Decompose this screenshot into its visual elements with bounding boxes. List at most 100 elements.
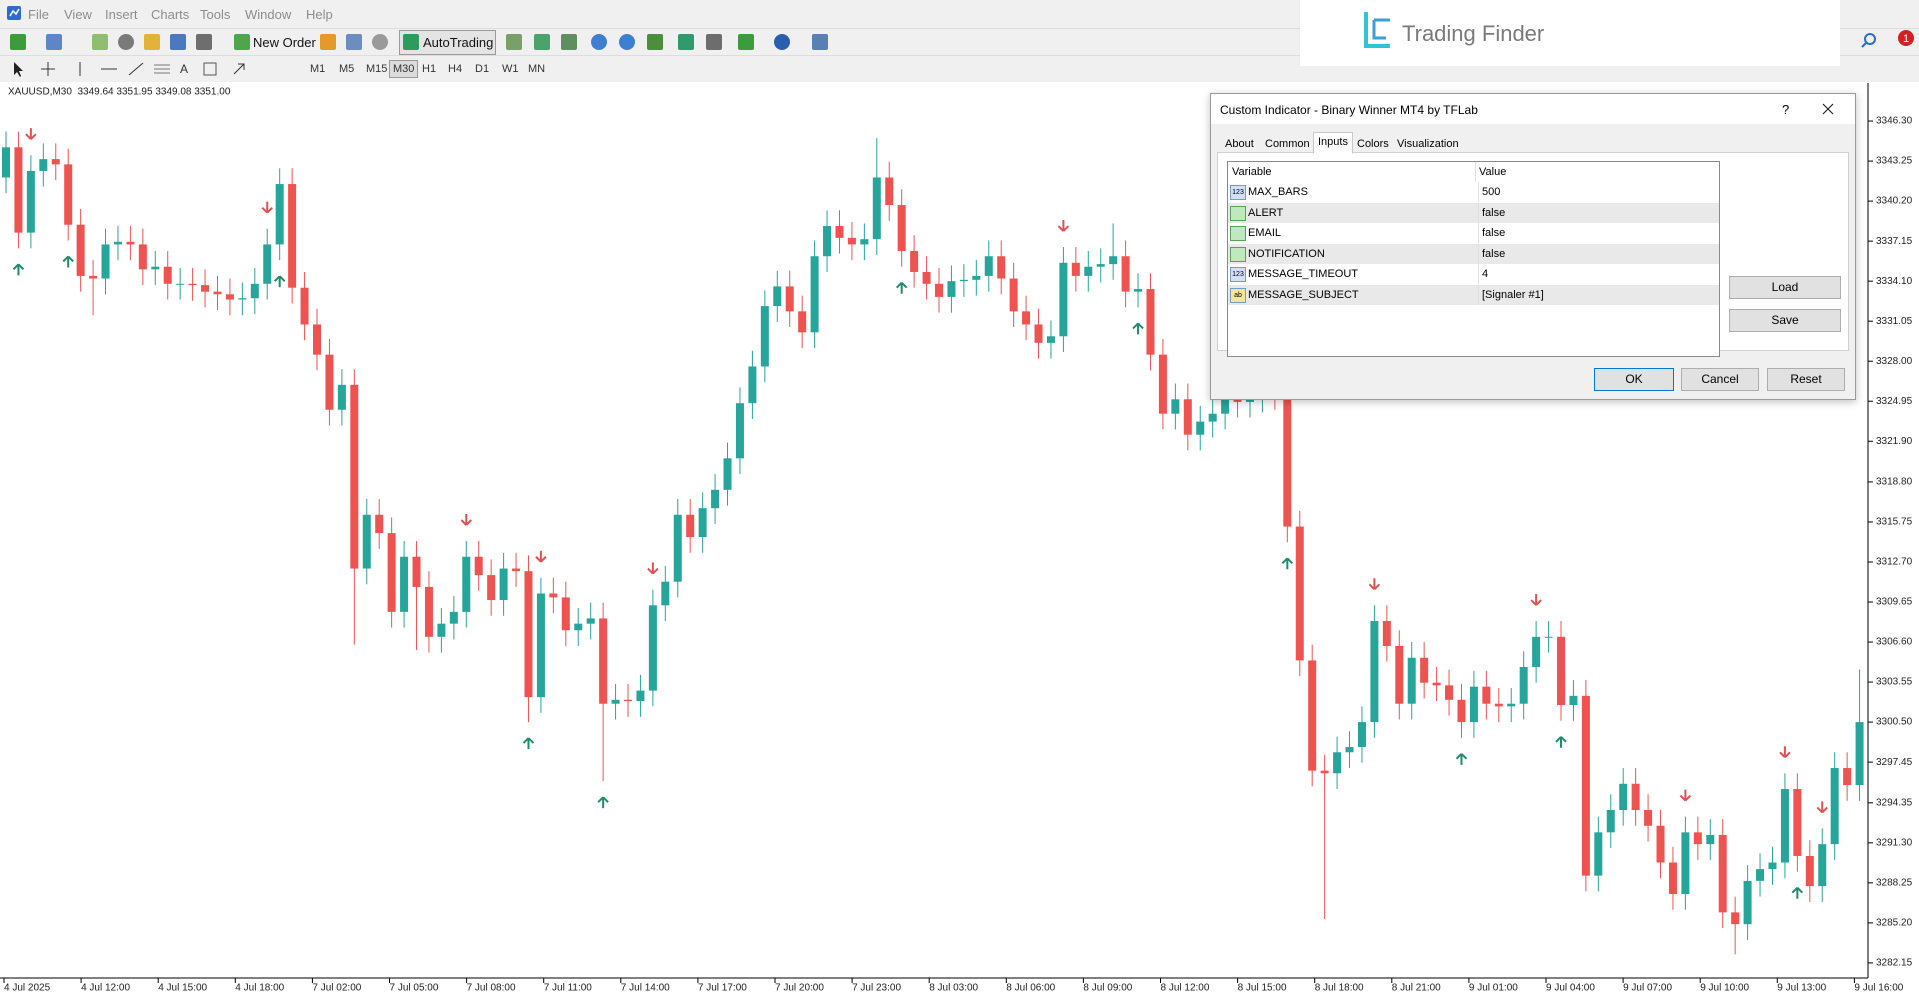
templates-button[interactable] (812, 34, 828, 50)
buy-arrow (597, 796, 609, 809)
timeframe-button[interactable]: W1 (502, 63, 519, 75)
signals-button[interactable] (346, 34, 362, 50)
timeframe-button[interactable]: D1 (475, 63, 490, 75)
time-label: 7 Jul 23:00 (852, 983, 901, 994)
bar-chart-button[interactable] (506, 34, 522, 50)
terminal-button[interactable] (170, 34, 186, 50)
menu-item[interactable]: Tools (200, 7, 231, 22)
logo-text: Trading Finder (1402, 21, 1545, 46)
dialog-button[interactable]: Reset (1767, 368, 1845, 391)
new-order-icon[interactable] (234, 34, 250, 50)
dialog-tab[interactable]: Colors (1357, 138, 1389, 150)
symbol-info: XAUUSD,M30 3349.64 3351.95 3349.08 3351.… (8, 87, 231, 98)
candle-body (823, 226, 832, 257)
candle-body (1457, 699, 1466, 723)
menu-item[interactable]: Charts (151, 7, 190, 22)
candle-body (1395, 645, 1404, 704)
line-studies-toolbar: A M1 M5 M15 M30 H1 H4 D1 W1 MN (0, 55, 1919, 83)
candle-body (225, 294, 234, 300)
side-button[interactable]: Save (1729, 309, 1841, 332)
zoom-in-button[interactable] (591, 34, 607, 50)
navigator-button[interactable] (144, 34, 160, 50)
chart-shift-button[interactable] (706, 34, 722, 50)
candle-body (1432, 682, 1441, 686)
dialog-button[interactable]: Cancel (1681, 368, 1759, 391)
candle-body (1022, 311, 1031, 325)
menu-item[interactable]: Help (306, 7, 333, 22)
input-row[interactable]: ALERT false (1228, 202, 1719, 223)
input-row[interactable]: 123 MESSAGE_TIMEOUT 4 (1228, 264, 1719, 284)
candle-body (313, 324, 321, 355)
timeframe-button[interactable]: H1 (422, 63, 437, 75)
timeframe-button[interactable]: M1 (310, 63, 326, 75)
candle-body (1507, 703, 1516, 707)
autoscroll-button[interactable] (678, 34, 694, 50)
candle-body (1121, 256, 1130, 292)
metaeditor-button[interactable] (320, 34, 336, 50)
help-button[interactable]: ? (1782, 102, 1790, 117)
candle-body (499, 568, 508, 601)
tile-button[interactable] (647, 34, 663, 50)
candle-body (673, 514, 682, 582)
timeframe-button[interactable]: MN (528, 63, 546, 75)
indicators-button[interactable] (738, 34, 754, 50)
timeframe-button[interactable]: M30 (389, 60, 419, 78)
candle-body (1420, 657, 1429, 683)
candle-body (151, 266, 160, 270)
candle-chart-button[interactable] (534, 34, 550, 50)
candle-body (1656, 825, 1665, 863)
bool-icon (1230, 205, 1246, 221)
new-order-label[interactable]: New Order (253, 35, 316, 50)
candle-body (89, 275, 98, 279)
buy-arrow (62, 255, 74, 268)
price-label: 3312.70 (1876, 557, 1913, 568)
dialog-tab[interactable]: Inputs (1313, 132, 1353, 154)
svg-text:A: A (180, 62, 188, 76)
notification-count[interactable]: 1 (1903, 33, 1909, 45)
candle-body (1196, 421, 1205, 435)
dialog-tab[interactable]: Common (1265, 138, 1310, 150)
data-window-button[interactable] (118, 34, 134, 50)
market-watch-button[interactable] (92, 34, 108, 50)
dialog-button[interactable]: OK (1594, 368, 1674, 391)
input-row[interactable]: ab MESSAGE_SUBJECT [Signaler #1] (1228, 284, 1719, 305)
candle-body (524, 571, 533, 698)
candle-body (1544, 636, 1553, 638)
input-row[interactable]: NOTIFICATION false (1228, 243, 1719, 264)
new-chart-button[interactable] (10, 34, 26, 50)
menu-item[interactable]: Insert (105, 7, 138, 22)
buy-arrow (1281, 557, 1294, 570)
candle-body (250, 283, 259, 299)
input-row[interactable]: 123 MAX_BARS 500 (1228, 182, 1719, 202)
side-button[interactable]: Load (1729, 276, 1841, 299)
zoom-out-button[interactable] (619, 34, 635, 50)
candle-body (648, 605, 657, 691)
drawing-tools: A (14, 62, 245, 77)
dialog-tab[interactable]: Visualization (1397, 138, 1459, 150)
menu-item[interactable]: View (64, 7, 92, 22)
candle-body (798, 311, 807, 333)
timeframe-button[interactable]: H4 (448, 63, 463, 75)
input-row[interactable]: EMAIL false (1228, 223, 1719, 243)
profiles-button[interactable] (46, 34, 62, 50)
menu-item[interactable]: Window (245, 7, 292, 22)
column-header: Value (1475, 162, 1506, 182)
price-label: 3291.30 (1876, 837, 1913, 848)
line-chart-button[interactable] (561, 34, 577, 50)
candle-body (1009, 278, 1018, 312)
periods-button[interactable] (774, 34, 790, 50)
close-button[interactable] (1821, 102, 1835, 116)
candle-body (1084, 266, 1093, 276)
market-button[interactable] (372, 34, 388, 50)
dialog-tab[interactable]: About (1225, 138, 1254, 150)
auto-trading-label[interactable]: AutoTrading (423, 35, 494, 50)
buy-arrow (273, 275, 286, 288)
time-label: 4 Jul 18:00 (235, 983, 284, 994)
candle-body (885, 177, 894, 206)
candle-body (1469, 686, 1478, 723)
menu-item[interactable]: File (28, 7, 49, 22)
tester-button[interactable] (196, 34, 212, 50)
timeframe-button[interactable]: M15 (366, 63, 388, 75)
timeframe-button[interactable]: M5 (339, 63, 355, 75)
